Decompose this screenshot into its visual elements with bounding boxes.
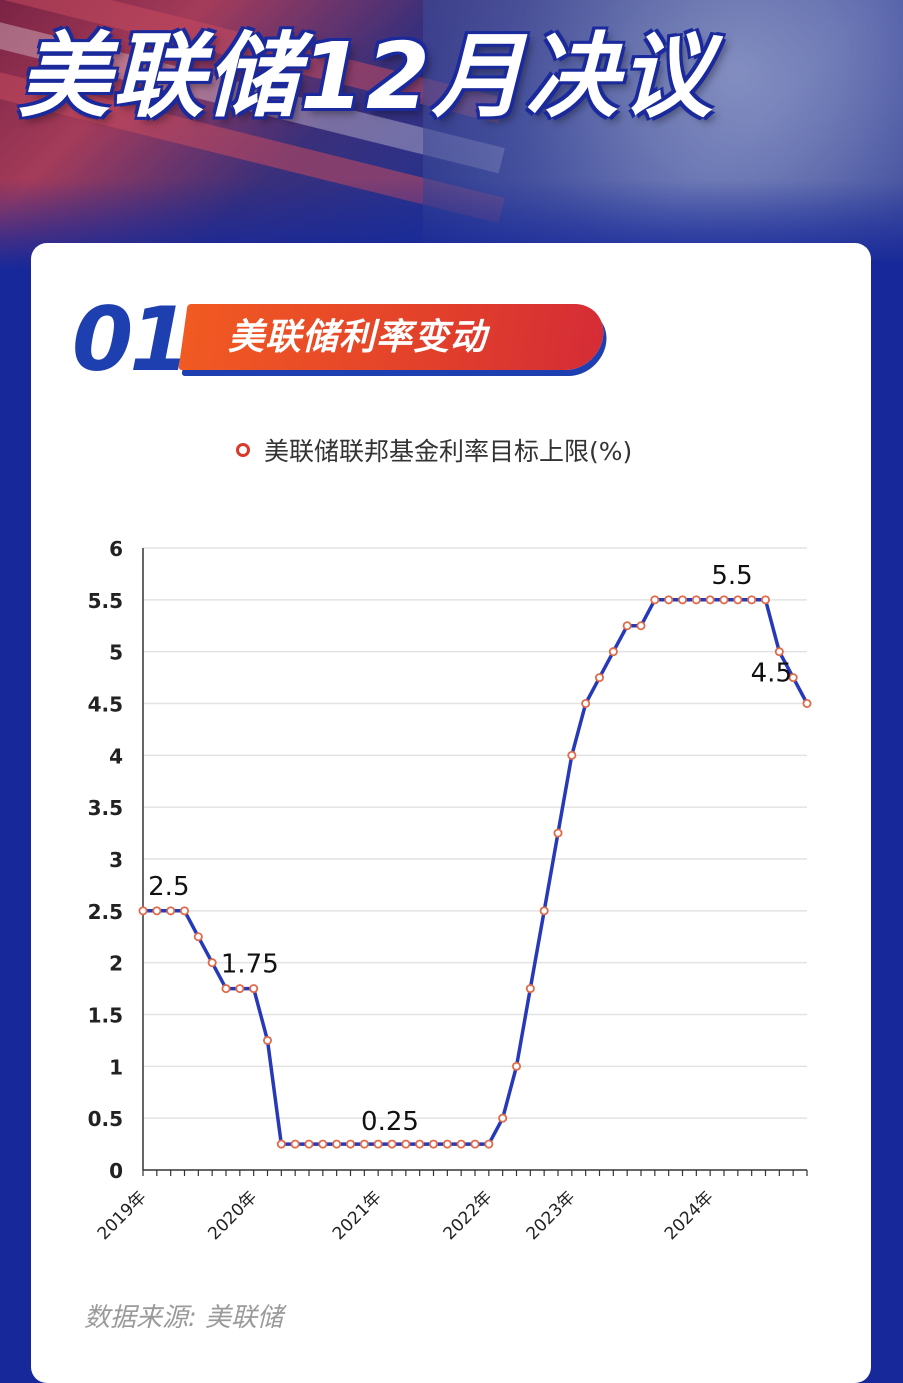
data-point [650,595,660,605]
data-point [678,595,688,605]
data-point [387,1139,397,1149]
data-point [498,1113,508,1123]
data-point [442,1139,452,1149]
x-tick-label: 2020年 [204,1187,261,1244]
data-point [166,906,176,916]
data-point [304,1139,314,1149]
data-label: 5.5 [711,561,752,591]
data-point [138,906,148,916]
chart-legend: 美联储联邦基金利率目标上限(%) [236,432,632,468]
x-tick-label: 2024年 [661,1187,718,1244]
x-tick-label: 2022年 [440,1187,497,1244]
header-banner [0,0,903,270]
data-label: 4.5 [751,659,792,689]
y-tick-label: 4 [109,744,123,768]
data-point [691,595,701,605]
data-point [664,595,674,605]
section-number: 01 [72,288,190,391]
data-point [345,1139,355,1149]
data-point [332,1139,342,1149]
y-tick-label: 5 [109,641,123,665]
data-point [733,595,743,605]
data-point [567,750,577,760]
data-point [235,984,245,994]
page-title: 美联储12月决议 [18,23,715,130]
data-point [179,906,189,916]
data-point [512,1061,522,1071]
data-point [359,1139,369,1149]
data-point [484,1139,494,1149]
data-point [761,595,771,605]
data-label: 1.75 [221,950,279,980]
data-point [276,1139,286,1149]
data-point [373,1139,383,1149]
y-tick-label: 1 [109,1055,123,1079]
x-tick-label: 2023年 [523,1187,580,1244]
series-line [143,598,809,1146]
data-point [401,1139,411,1149]
data-point [193,932,203,942]
data-point [747,595,757,605]
data-point [774,647,784,657]
data-point [428,1139,438,1149]
data-point [470,1139,480,1149]
data-point [456,1139,466,1149]
legend-marker-icon [236,443,250,457]
data-point [802,699,812,709]
data-point [318,1139,328,1149]
data-point [415,1139,425,1149]
y-tick-label: 1.5 [88,1004,123,1028]
y-tick-label: 2 [109,952,123,976]
y-tick-label: 4.5 [88,693,123,717]
data-point [525,984,535,994]
data-point [636,621,646,631]
y-tick-label: 0 [109,1159,123,1183]
y-tick-label: 0.5 [88,1107,123,1131]
content-card [31,243,871,1383]
data-source: 数据来源: 美联储 [84,1303,284,1333]
y-tick-label: 3.5 [88,796,123,820]
data-point [539,906,549,916]
legend-label: 美联储联邦基金利率目标上限(%) [264,437,633,466]
data-point [221,984,231,994]
data-point [262,1035,272,1045]
data-point [290,1139,300,1149]
data-point [152,906,162,916]
y-tick-label: 6 [109,537,123,561]
data-point [788,673,798,683]
x-tick-label: 2021年 [329,1187,386,1244]
y-tick-label: 3 [109,848,123,872]
data-point [595,673,605,683]
data-label: 0.25 [361,1107,419,1137]
data-point [719,595,729,605]
data-point [207,958,217,968]
data-point [553,828,563,838]
data-point [705,595,715,605]
data-point [249,984,259,994]
data-point [622,621,632,631]
section-title: 美联储利率变动 [228,317,488,358]
data-point [608,647,618,657]
x-tick-label: 2019年 [94,1187,151,1244]
data-label: 2.5 [148,872,189,902]
y-tick-label: 5.5 [88,589,123,613]
data-point [581,699,591,709]
y-tick-label: 2.5 [88,900,123,924]
